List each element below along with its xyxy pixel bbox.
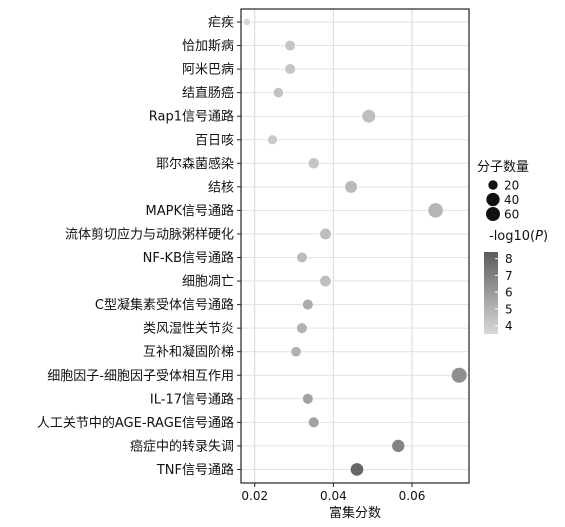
color-legend-title-prefix: -log10( xyxy=(489,229,535,244)
data-point xyxy=(302,393,314,405)
category-label: NF-KB信号通路 xyxy=(143,250,234,266)
data-point xyxy=(284,63,296,75)
data-point xyxy=(319,227,332,241)
color-legend-label: 6 xyxy=(505,286,513,300)
size-legend-label: 20 xyxy=(504,179,519,193)
x-tick-label: 0.04 xyxy=(320,489,347,503)
category-label: 细胞凋亡 xyxy=(182,275,234,290)
size-legend-key xyxy=(488,180,498,190)
color-legend-title: -log10(P) xyxy=(489,229,548,244)
plot-frame xyxy=(240,8,470,484)
category-label: 耶尔森菌感染 xyxy=(156,156,234,172)
color-legend-title-suffix: ) xyxy=(543,229,548,244)
data-point xyxy=(284,39,296,52)
x-tick-label: 0.06 xyxy=(399,489,426,503)
category-label: C型凝集素受体信号通路 xyxy=(95,297,234,313)
data-point xyxy=(344,180,358,194)
data-point xyxy=(350,462,364,477)
color-legend-title-italic: P xyxy=(535,229,543,244)
color-legend-label: 5 xyxy=(505,302,513,316)
category-label: 细胞因子-细胞因子受体相互作用 xyxy=(47,369,234,384)
x-axis: 0.02 0.04 0.06 xyxy=(241,483,425,503)
category-label: 流体剪切应力与动脉粥样硬化 xyxy=(65,226,234,242)
category-label: IL-17信号通路 xyxy=(150,391,234,407)
size-legend-label: 40 xyxy=(504,193,519,207)
data-point xyxy=(296,322,308,334)
category-label: MAPK信号通路 xyxy=(146,203,234,219)
data-point xyxy=(427,202,444,219)
category-label: 结直肠癌 xyxy=(182,85,234,101)
data-point xyxy=(296,251,308,264)
size-legend-label: 60 xyxy=(504,208,519,222)
category-label: 恰加斯病 xyxy=(182,39,234,54)
category-label: 阿米巴病 xyxy=(182,63,234,78)
size-legend-key xyxy=(486,207,500,221)
data-point xyxy=(302,298,314,311)
data-point xyxy=(307,157,320,170)
category-label: 癌症中的转录失调 xyxy=(130,438,234,454)
x-tick-label: 0.02 xyxy=(241,489,268,503)
category-label: 互补和凝固阶梯 xyxy=(143,344,234,360)
data-point xyxy=(361,109,376,124)
data-point xyxy=(391,439,406,453)
category-label: 结核 xyxy=(208,180,234,195)
data-point xyxy=(308,416,320,429)
color-legend-label: 4 xyxy=(505,319,513,333)
grid-lines xyxy=(241,9,469,483)
data-point xyxy=(242,18,251,26)
data-point xyxy=(272,87,284,99)
category-label: 类风湿性关节炎 xyxy=(143,322,234,337)
color-legend-label: 7 xyxy=(505,269,513,283)
size-legend-key xyxy=(486,192,500,207)
color-legend-gradient xyxy=(484,252,498,334)
x-axis-title: 富集分数 xyxy=(329,505,381,521)
category-label: TNF信号通路 xyxy=(156,462,234,478)
data-point xyxy=(290,346,302,358)
plot-area xyxy=(241,9,469,483)
category-label: 疟疾 xyxy=(208,16,234,31)
category-label: Rap1信号通路 xyxy=(149,109,234,125)
data-point xyxy=(451,367,468,384)
data-point xyxy=(319,274,332,288)
data-point xyxy=(267,134,278,145)
category-label: 人工关节中的AGE-RAGE信号通路 xyxy=(37,415,234,431)
color-legend-label: 8 xyxy=(505,252,513,266)
data-points xyxy=(242,18,468,477)
category-label: 百日咳 xyxy=(195,133,234,148)
size-legend-title: 分子数量 xyxy=(477,160,529,175)
color-legend: -log10(P) 8 7 6 5 4 xyxy=(484,229,548,334)
